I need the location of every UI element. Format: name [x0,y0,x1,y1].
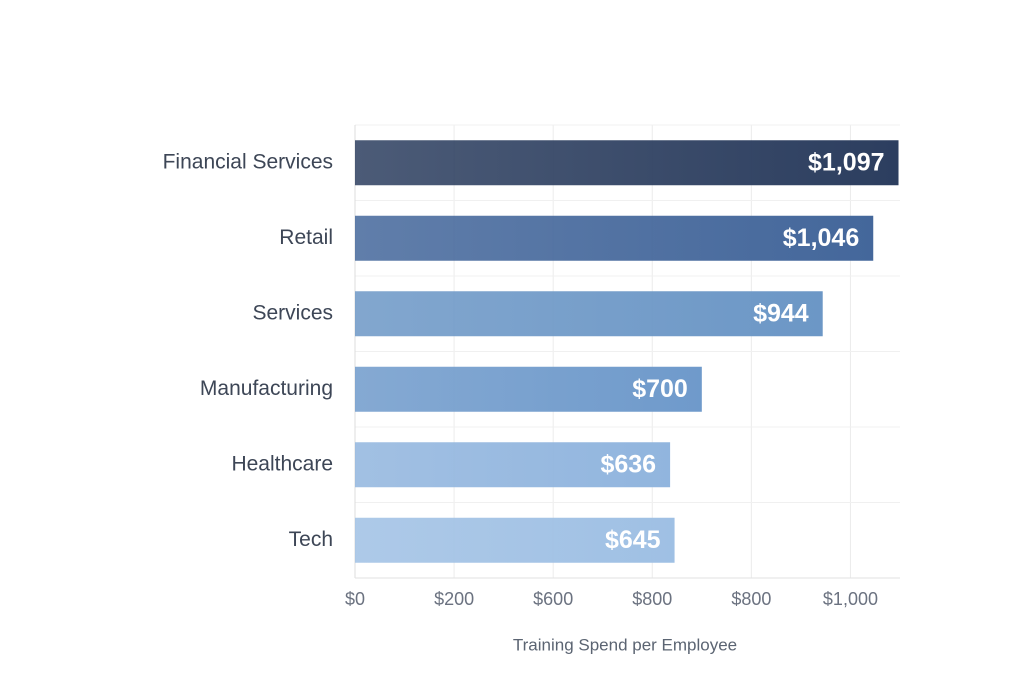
value-label: $700 [632,375,688,403]
x-tick-label: $800 [632,589,672,609]
value-label: $1,046 [783,224,859,252]
category-label: Manufacturing [200,377,333,400]
category-label: Tech [289,528,333,551]
value-label: $645 [605,526,661,554]
category-label: Healthcare [231,452,333,475]
category-label: Retail [279,226,333,249]
bar [355,140,899,186]
bar [355,366,702,412]
bar [355,215,874,261]
bar [355,291,823,337]
x-tick-label: $800 [731,589,771,609]
value-label: $1,097 [808,148,884,176]
x-tick-label: $200 [434,589,474,609]
category-label: Financial Services [163,150,333,173]
category-label: Services [252,301,333,324]
value-label: $944 [753,299,809,327]
x-tick-label: $0 [345,589,365,609]
bar [355,517,675,563]
x-axis-title: Training Spend per Employee [513,635,737,654]
x-tick-label: $1,000 [823,589,878,609]
bar [355,442,671,488]
x-tick-label: $600 [533,589,573,609]
value-label: $636 [600,450,656,478]
